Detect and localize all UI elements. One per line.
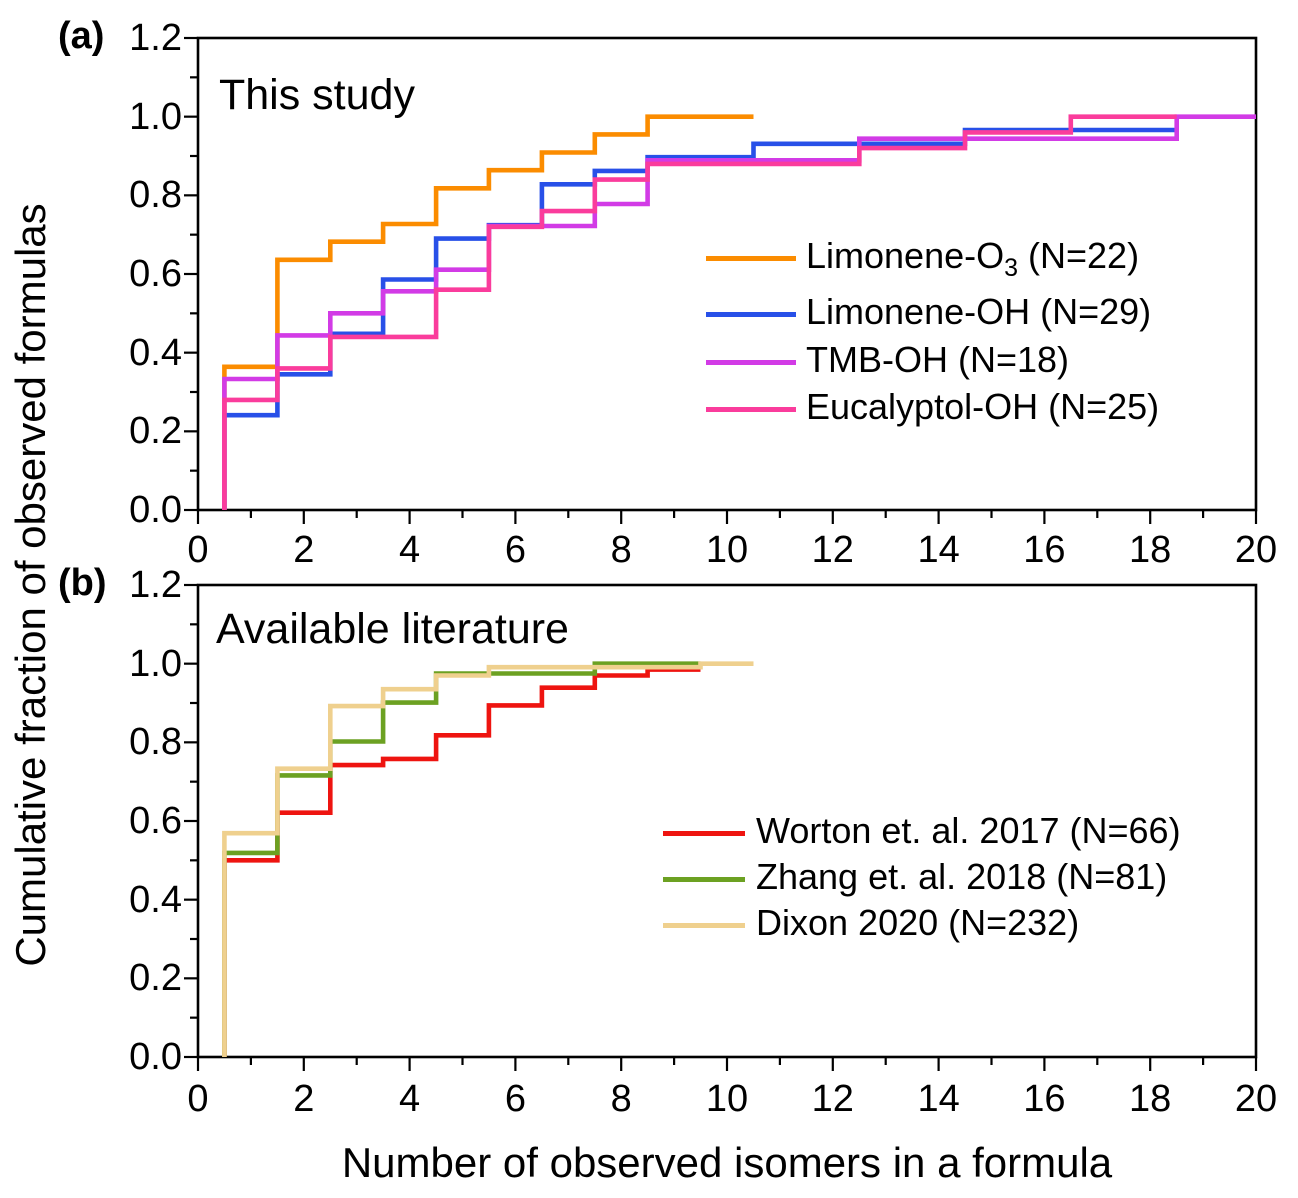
panel-a-x-tick-label: 20: [1234, 529, 1278, 571]
panel-a-y-tick-label: 1.0: [129, 95, 182, 138]
legend-text: Dixon 2020 (N=232): [756, 902, 1080, 943]
legend-entry-dixon-2020-n-232: Dixon 2020 (N=232): [756, 903, 1079, 943]
panel-b-y-tick-label: 0.0: [129, 1036, 182, 1078]
series-limonene-o3-n-22: [222, 114, 754, 510]
series-zhang-et-al-2018-n-81: [222, 661, 701, 1057]
panel-b-letter: (b): [58, 562, 107, 604]
panel-b-x-tick-label: 8: [610, 1078, 632, 1120]
legend-entry-worton-et-al-2017-n-66: Worton et. al. 2017 (N=66): [756, 811, 1181, 851]
legend-text: Zhang et. al. 2018 (N=81): [756, 856, 1168, 897]
panel-a-y-tick-label: 1.2: [129, 17, 182, 59]
panel-b-x-tick-label: 4: [399, 1078, 421, 1120]
legend-entry-limonene-o: Limonene-O3 (N=22): [806, 236, 1139, 288]
panel-b-x-tick-label: 14: [917, 1078, 960, 1120]
series-worton-et-al-2017-n-66: [222, 667, 701, 1057]
legend-swatch-zhang-et-al-2018-n-81: [663, 877, 745, 882]
panel-a-y-tick-label: 0.4: [129, 331, 182, 374]
legend-entry-tmb-oh-n-18: TMB-OH (N=18): [806, 340, 1069, 380]
panel-b-x-tick-label: 2: [293, 1078, 315, 1120]
panel-a-letter: (a): [58, 15, 105, 57]
y-axis-title: Cumulative fraction of observed formulas: [7, 203, 54, 967]
panel-a-x-tick-label: 4: [399, 529, 421, 571]
panel-b-x-tick-label: 16: [1023, 1078, 1066, 1120]
series-eucalyptol-oh-n-25: [222, 114, 1177, 510]
legend-swatch-limonene-o3-n-22: [706, 256, 796, 261]
panel-b-y-tick-label: 0.2: [129, 957, 182, 1000]
legend-entry-eucalyptol-oh-n-25: Eucalyptol-OH (N=25): [806, 387, 1159, 427]
panel-a-x-tick-label: 12: [811, 529, 854, 571]
panel-b-x-tick-label: 20: [1234, 1078, 1278, 1120]
legend-swatch-limonene-oh-n-29: [706, 312, 796, 317]
panel-a-x-tick-label: 14: [917, 529, 960, 571]
panel-b-title: Available literature: [216, 605, 569, 653]
panel-a-x-tick-label: 10: [705, 529, 749, 571]
legend-text: Limonene-OH (N=29): [806, 291, 1152, 332]
panel-b-y-tick-label: 0.6: [129, 800, 182, 842]
panel-b-y-tick-label: 1.0: [129, 642, 182, 685]
panel-a-y-tick-label: 0.2: [129, 410, 182, 453]
panel-a-x-tick-label: 0: [187, 529, 209, 571]
legend-swatch-eucalyptol-oh-n-25: [706, 407, 796, 412]
panel-b-x-tick-label: 6: [504, 1078, 526, 1120]
panel-b-x-tick-label: 0: [187, 1078, 209, 1120]
panel-a-y-tick-label: 0.0: [129, 489, 182, 531]
panel-a-x-tick-label: 2: [293, 529, 315, 571]
legend-text: TMB-OH (N=18): [806, 339, 1070, 380]
legend-text: Limonene-O: [806, 235, 1005, 276]
panel-a-x-tick-label: 8: [610, 529, 632, 571]
legend-text-subscript: 3: [1004, 254, 1019, 283]
panel-b-y-tick-label: 0.8: [129, 721, 182, 764]
legend-entry-limonene-oh-n-29: Limonene-OH (N=29): [806, 292, 1151, 332]
panel-b-y-tick-label: 0.4: [129, 878, 182, 921]
panel-b-x-tick-label: 18: [1129, 1078, 1172, 1120]
x-axis-title: Number of observed isomers in a formula: [341, 1139, 1113, 1186]
legend-swatch-dixon-2020-n-232: [663, 923, 745, 928]
panel-a-y-tick-label: 0.6: [129, 253, 182, 295]
panel-a-title: This study: [219, 71, 415, 119]
panel-a-x-tick-label: 6: [504, 529, 526, 571]
legend-entry-zhang-et-al-2018-n-81: Zhang et. al. 2018 (N=81): [756, 857, 1167, 897]
legend-swatch-tmb-oh-n-18: [706, 360, 796, 365]
legend-text: (N=22): [1018, 235, 1140, 276]
panel-a-y-tick-label: 0.8: [129, 174, 182, 217]
panel-b-y-tick-label: 1.2: [129, 564, 182, 606]
legend-text: Worton et. al. 2017 (N=66): [756, 810, 1181, 851]
series-dixon-2020-n-232: [222, 661, 754, 1057]
panel-b-x-tick-label: 10: [705, 1078, 749, 1120]
panel-b-x-tick-label: 12: [811, 1078, 854, 1120]
legend-swatch-worton-et-al-2017-n-66: [663, 831, 745, 836]
panel-a-x-tick-label: 16: [1023, 529, 1066, 571]
legend-text: Eucalyptol-OH (N=25): [806, 386, 1160, 427]
panel-a-x-tick-label: 18: [1129, 529, 1172, 571]
